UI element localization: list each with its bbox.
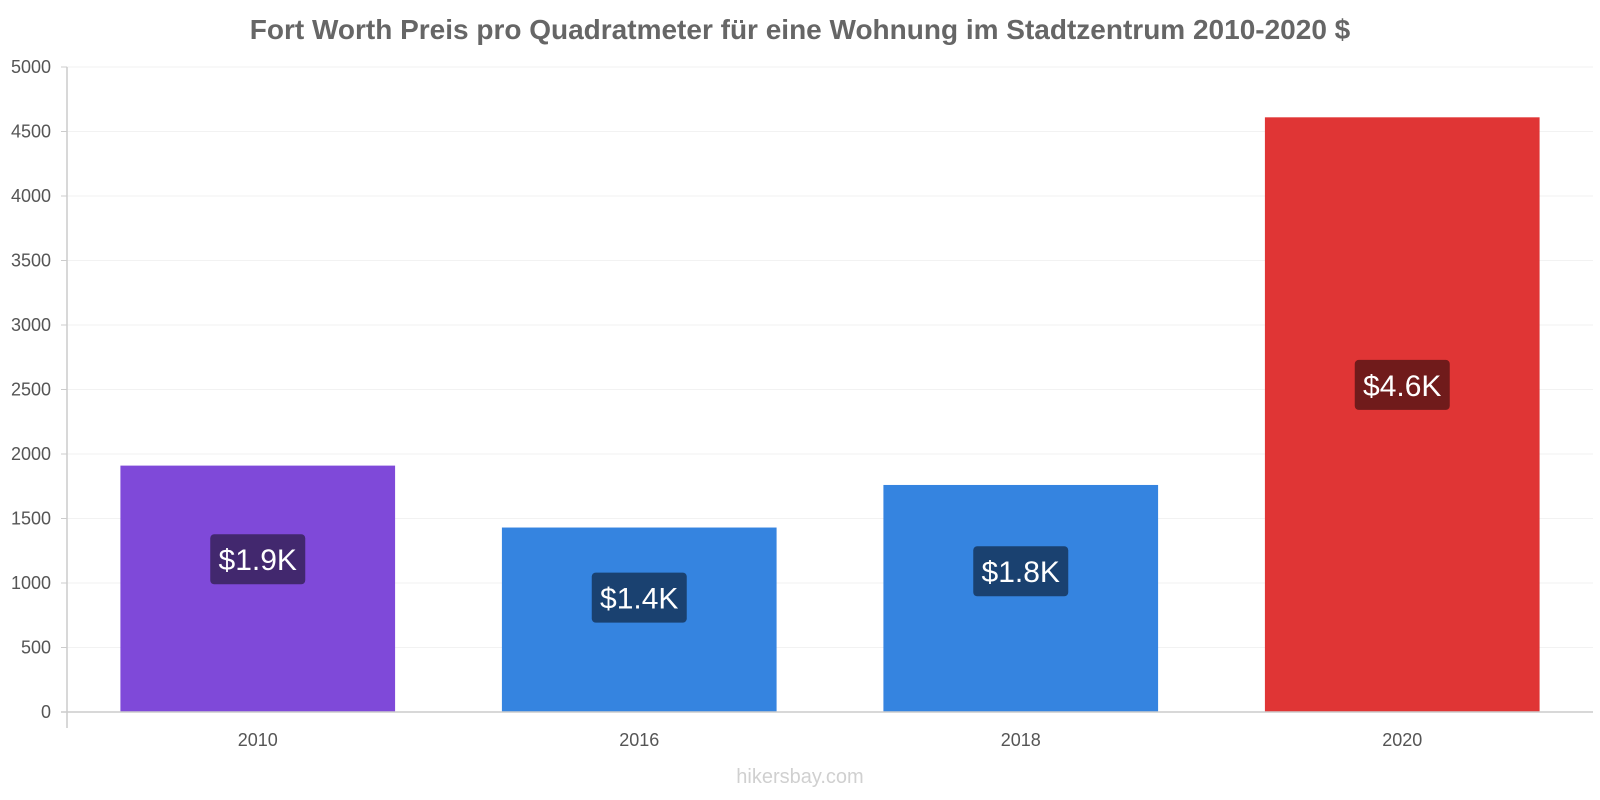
y-tick-label: 2000 <box>11 444 51 464</box>
x-tick-label: 2020 <box>1382 730 1422 750</box>
bar-2018 <box>883 484 1159 712</box>
watermark: hikersbay.com <box>736 766 864 788</box>
y-tick-label: 1000 <box>11 573 51 593</box>
data-labels: $1.9K $1.4K $1.8K $4.6K <box>210 359 1450 623</box>
y-tick-label: 4500 <box>11 122 51 142</box>
x-axis-ticks: 2010 2016 2018 2020 <box>238 730 1423 750</box>
x-tick-label: 2010 <box>238 730 278 750</box>
data-label-box <box>591 572 687 623</box>
y-tick-label: 5000 <box>11 57 51 77</box>
x-tick-label: 2016 <box>619 730 659 750</box>
data-label: $1.9K <box>219 544 297 577</box>
bar-2020 <box>1264 117 1540 712</box>
data-label-box <box>973 546 1069 597</box>
y-tick-label: 3000 <box>11 315 51 335</box>
axes <box>61 67 1593 728</box>
y-tick-label: 500 <box>21 638 51 658</box>
y-tick-label: 3500 <box>11 251 51 271</box>
data-label: $4.6K <box>1363 370 1441 403</box>
x-tick-label: 2018 <box>1001 730 1041 750</box>
bars <box>120 117 1540 712</box>
y-tick-label: 1500 <box>11 509 51 529</box>
y-tick-label: 4000 <box>11 186 51 206</box>
chart-title: Fort Worth Preis pro Quadratmeter für ei… <box>249 14 1351 45</box>
y-tick-label: 0 <box>41 702 51 722</box>
data-label: $1.8K <box>982 556 1060 589</box>
y-tick-label: 2500 <box>11 380 51 400</box>
y-axis-ticks: 0 500 1000 1500 2000 2500 3000 3500 4000 4500 5000 <box>11 57 67 722</box>
data-label-box <box>210 534 306 585</box>
bar-2010 <box>120 465 396 712</box>
data-label-box <box>1354 359 1450 410</box>
data-label: $1.4K <box>600 583 678 616</box>
